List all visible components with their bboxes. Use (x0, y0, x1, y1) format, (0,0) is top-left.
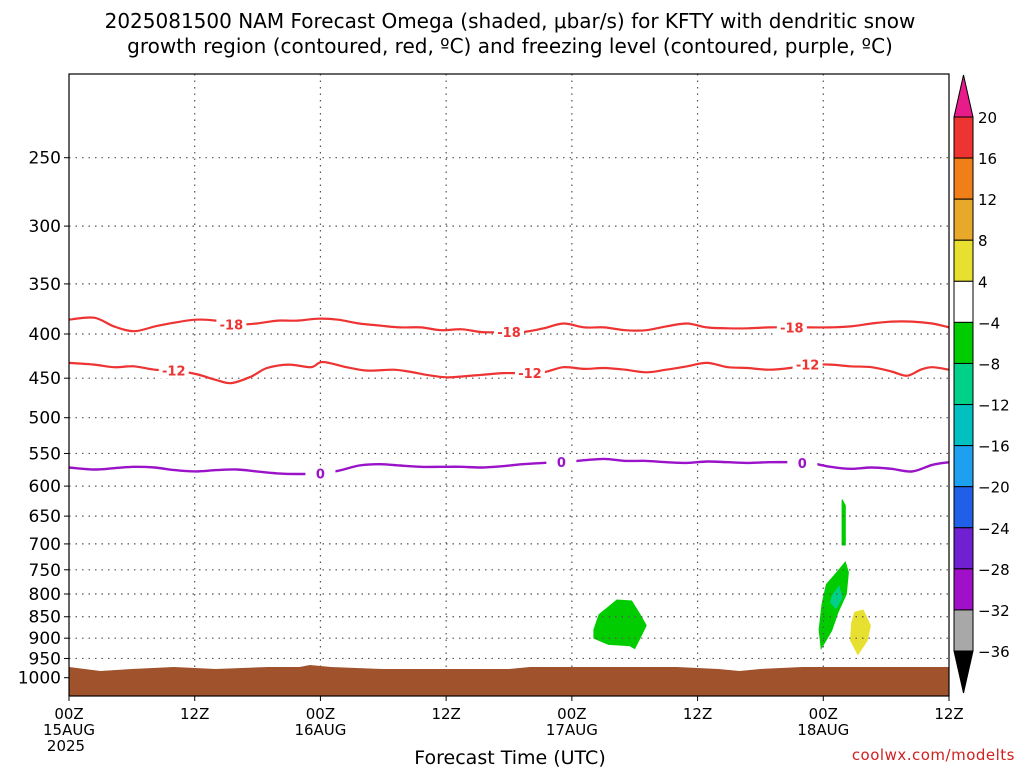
credit-text: coolwx.com/modelts (852, 746, 1015, 764)
omega-shaded-region (830, 585, 843, 610)
colorbar-segment (953, 527, 974, 570)
x-tick-label: 00Z (557, 705, 586, 723)
colorbar-label: 16 (978, 150, 997, 168)
colorbar: 20 16 12 8 4 −4 −8 −12 −16 −20 −24 −28 −32 −36 (953, 74, 1010, 694)
contour-label-bg (494, 324, 524, 341)
colorbar-label: −8 (978, 355, 1000, 373)
colorbar-label: 4 (978, 273, 988, 291)
colorbar-segment (953, 486, 974, 529)
ground-fill (69, 665, 949, 696)
x-tick-label: 00Z (306, 705, 335, 723)
colorbar-segment (953, 321, 974, 364)
x-tick-label: 12Z (683, 705, 712, 723)
x-tick-date-label: 16AUG (294, 721, 346, 739)
x-axis-label: Forecast Time (UTC) (414, 747, 605, 768)
colorbar-bottom-arrow (953, 650, 974, 694)
y-tick-label: 700 (29, 535, 61, 555)
colorbar-segment (953, 609, 974, 652)
y-axis-ticks: 2503003504004505005506006507007508008509… (18, 149, 69, 689)
contour-label: -12 (518, 367, 542, 382)
y-tick-label: 350 (29, 275, 61, 295)
colorbar-label: 12 (978, 191, 997, 209)
y-tick-label: 600 (29, 477, 61, 497)
contour-label: 0 (316, 467, 325, 482)
contour-label-bg (776, 319, 807, 336)
contour-label: -12 (162, 365, 186, 380)
y-tick-label: 300 (29, 217, 61, 237)
x-tick-label: 00Z (809, 705, 838, 723)
y-tick-label: 650 (29, 507, 61, 527)
colorbar-segment (953, 568, 974, 611)
colorbar-top-arrow (953, 74, 974, 118)
omega-shaded-region (593, 599, 647, 650)
ground-fill-layer (68, 73, 950, 697)
contour-label: -18 (220, 319, 244, 334)
plot-frame (68, 73, 950, 697)
x-tick-date-label: 18AUG (797, 721, 849, 739)
contour-label: -12 (796, 359, 820, 374)
title-line-2: growth region (contoured, red, ºC) and f… (127, 34, 893, 58)
contour-label-bg (792, 356, 823, 373)
contour-label: 0 (557, 456, 566, 471)
y-tick-label: 550 (29, 444, 61, 464)
x-tick-date-label: 17AUG (546, 721, 598, 739)
colorbar-label: −28 (978, 561, 1010, 579)
x-tick-date-label: 15AUG (43, 721, 95, 739)
y-tick-label: 400 (29, 325, 61, 345)
omega-shaded-region (849, 609, 871, 656)
x-tick-label: 12Z (431, 705, 460, 723)
contour-lines: -18 -18 -18 -12 -12 -12 0 0 0 (68, 316, 950, 482)
colorbar-segment (953, 239, 974, 282)
contour-label-bg (546, 454, 577, 471)
colorbar-label: −24 (978, 520, 1010, 538)
y-tick-label: 950 (29, 649, 61, 669)
colorbar-segment (953, 280, 974, 323)
contour-label: 0 (798, 457, 807, 472)
colorbar-label: 8 (978, 232, 988, 250)
contour-label: -18 (497, 326, 521, 341)
colorbar-segment (953, 404, 974, 447)
colorbar-label: −36 (978, 643, 1010, 661)
contour-label-bg (514, 365, 545, 382)
y-tick-label: 900 (29, 629, 61, 649)
chart-title: 2025081500 NAM Forecast Omega (shaded, μ… (105, 9, 916, 58)
contour-label-bg (158, 362, 189, 379)
y-tick-label: 500 (29, 409, 61, 429)
x-tick-label: 00Z (54, 705, 83, 723)
colorbar-segment (953, 198, 974, 241)
colorbar-segment (953, 445, 974, 488)
colorbar-label: −16 (978, 438, 1010, 456)
plot-background (69, 74, 949, 696)
colorbar-label: −32 (978, 602, 1010, 620)
y-tick-label: 800 (29, 585, 61, 605)
colorbar-segment (953, 157, 974, 200)
contour-label-bg (216, 316, 247, 333)
colorbar-label: −4 (978, 314, 1000, 332)
x-tick-label: 12Z (934, 705, 963, 723)
colorbar-label: −20 (978, 479, 1010, 497)
y-tick-label: 750 (29, 561, 61, 581)
contour-label-bg (787, 454, 818, 471)
x-tick-label: 12Z (180, 705, 209, 723)
contour-label-bg (305, 465, 336, 482)
plot-area (69, 74, 949, 696)
colorbar-label: −12 (978, 397, 1010, 415)
x-tick-year-label: 2025 (47, 737, 85, 755)
colorbar-segment (953, 116, 974, 159)
title-line-1: 2025081500 NAM Forecast Omega (shaded, μ… (105, 9, 916, 33)
y-tick-label: 850 (29, 608, 61, 628)
colorbar-label: 20 (978, 109, 997, 127)
y-tick-label: 250 (29, 149, 61, 169)
omega-shaded-region (841, 499, 846, 546)
colorbar-segment (953, 362, 974, 406)
y-tick-label: 450 (29, 369, 61, 389)
contour-label: -18 (780, 321, 804, 336)
y-tick-label: 1000 (18, 669, 61, 689)
